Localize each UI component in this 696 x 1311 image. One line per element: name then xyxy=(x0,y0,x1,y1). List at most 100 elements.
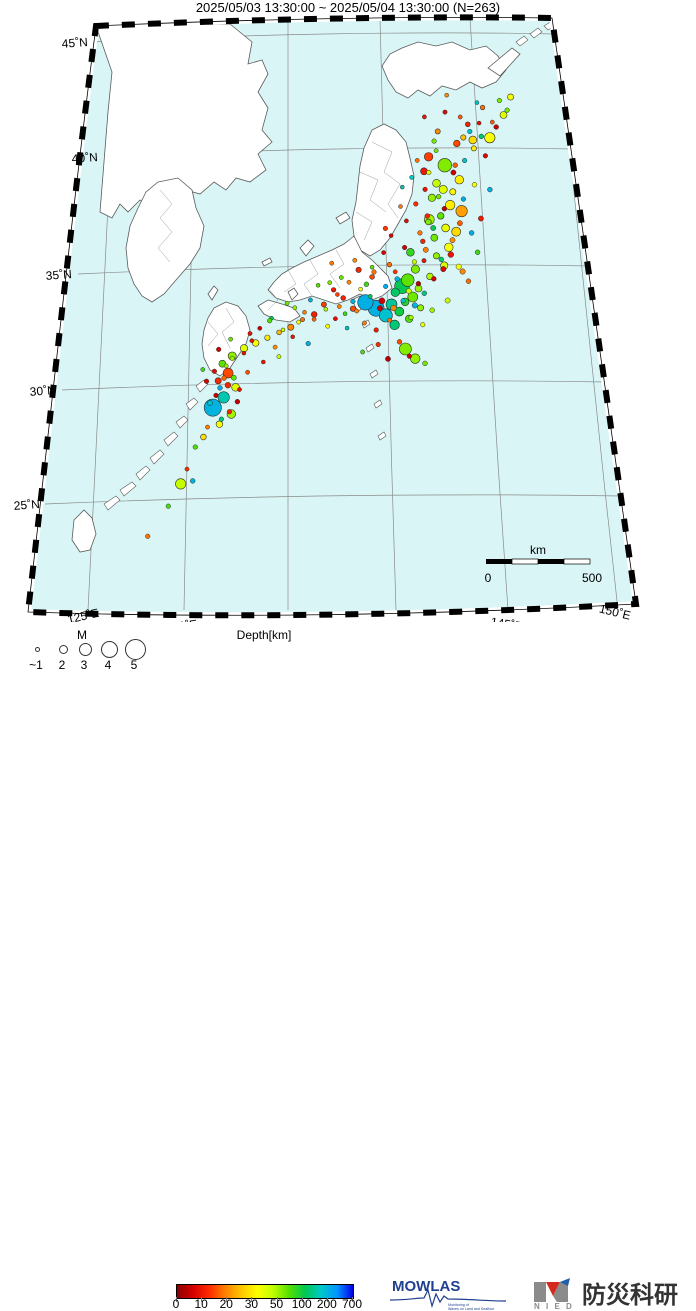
epicenter-marker[interactable] xyxy=(453,139,461,148)
epicenter-marker[interactable] xyxy=(452,162,458,168)
epicenter-marker[interactable] xyxy=(226,409,232,415)
map-canvas[interactable]: km 0 500 45˚N 40˚N 35˚N 30˚N 25˚N xyxy=(0,12,696,622)
epicenter-marker[interactable] xyxy=(165,503,171,509)
epicenter-marker[interactable] xyxy=(420,322,426,328)
epicenter-marker[interactable] xyxy=(410,353,421,364)
epicenter-marker[interactable] xyxy=(427,193,436,202)
epicenter-marker[interactable] xyxy=(190,478,196,484)
epicenter-marker[interactable] xyxy=(390,287,400,297)
epicenter-marker[interactable] xyxy=(344,325,350,331)
epicenter-marker[interactable] xyxy=(308,297,313,303)
epicenter-marker[interactable] xyxy=(421,258,427,264)
epicenter-marker[interactable] xyxy=(441,223,450,233)
epicenter-marker[interactable] xyxy=(377,305,383,312)
epicenter-marker[interactable] xyxy=(468,230,475,236)
epicenter-marker[interactable] xyxy=(398,204,403,209)
epicenter-marker[interactable] xyxy=(407,291,419,303)
epicenter-marker[interactable] xyxy=(420,167,428,176)
epicenter-marker[interactable] xyxy=(358,286,363,292)
epicenter-marker[interactable] xyxy=(211,368,217,374)
epicenter-marker[interactable] xyxy=(349,305,356,312)
epicenter-marker[interactable] xyxy=(276,354,282,359)
epicenter-marker[interactable] xyxy=(217,391,230,404)
epicenter-marker[interactable] xyxy=(424,152,434,162)
epicenter-marker[interactable] xyxy=(346,279,352,285)
epicenter-marker[interactable] xyxy=(290,334,295,340)
epicenter-marker[interactable] xyxy=(422,246,429,253)
epicenter-marker[interactable] xyxy=(457,220,463,227)
epicenter-marker[interactable] xyxy=(311,311,318,318)
epicenter-marker[interactable] xyxy=(457,114,463,120)
epicenter-marker[interactable] xyxy=(408,314,414,321)
epicenter-marker[interactable] xyxy=(480,104,486,111)
epicenter-marker[interactable] xyxy=(440,266,447,273)
epicenter-marker[interactable] xyxy=(373,327,379,333)
epicenter-marker[interactable] xyxy=(276,329,282,336)
epicenter-marker[interactable] xyxy=(406,353,412,359)
epicenter-marker[interactable] xyxy=(405,288,412,294)
epicenter-marker[interactable] xyxy=(433,148,439,154)
epicenter-marker[interactable] xyxy=(230,374,237,381)
epicenter-marker[interactable] xyxy=(471,182,478,188)
epicenter-marker[interactable] xyxy=(350,298,356,304)
epicenter-marker[interactable] xyxy=(465,278,472,284)
epicenter-marker[interactable] xyxy=(434,128,441,135)
epicenter-marker[interactable] xyxy=(300,317,305,322)
epicenter-marker[interactable] xyxy=(422,186,428,192)
epicenter-marker[interactable] xyxy=(431,276,437,282)
epicenter-marker[interactable] xyxy=(444,297,451,304)
epicenter-marker[interactable] xyxy=(375,341,381,348)
epicenter-marker[interactable] xyxy=(438,256,444,263)
epicenter-marker[interactable] xyxy=(476,120,482,126)
epicenter-marker[interactable] xyxy=(390,304,397,312)
epicenter-marker[interactable] xyxy=(430,225,437,231)
epicenter-marker[interactable] xyxy=(261,359,266,365)
epicenter-marker[interactable] xyxy=(381,250,386,255)
epicenter-marker[interactable] xyxy=(320,301,327,308)
epicenter-marker[interactable] xyxy=(229,355,235,361)
epicenter-marker[interactable] xyxy=(378,297,386,305)
epicenter-marker[interactable] xyxy=(386,262,393,268)
epicenter-marker[interactable] xyxy=(221,375,227,381)
epicenter-marker[interactable] xyxy=(460,134,467,141)
epicenter-marker[interactable] xyxy=(362,320,367,326)
epicenter-marker[interactable] xyxy=(237,387,242,392)
epicenter-marker[interactable] xyxy=(507,93,514,101)
epicenter-marker[interactable] xyxy=(420,238,426,244)
epicenter-marker[interactable] xyxy=(455,263,462,270)
epicenter-marker[interactable] xyxy=(487,186,493,193)
epicenter-marker[interactable] xyxy=(200,433,207,441)
epicenter-marker[interactable] xyxy=(394,306,405,317)
epicenter-marker[interactable] xyxy=(224,382,232,389)
epicenter-marker[interactable] xyxy=(414,158,420,163)
epicenter-marker[interactable] xyxy=(325,323,331,329)
epicenter-marker[interactable] xyxy=(438,184,448,194)
epicenter-marker[interactable] xyxy=(499,111,508,119)
epicenter-marker[interactable] xyxy=(415,281,422,287)
epicenter-marker[interactable] xyxy=(478,133,484,140)
map-panel[interactable]: km 0 500 45˚N 40˚N 35˚N 30˚N 25˚N xyxy=(0,12,696,622)
epicenter-layer[interactable] xyxy=(145,92,514,539)
epicenter-marker[interactable] xyxy=(402,244,408,251)
epicenter-marker[interactable] xyxy=(424,213,430,219)
epicenter-marker[interactable] xyxy=(329,260,335,266)
epicenter-marker[interactable] xyxy=(205,424,210,430)
epicenter-marker[interactable] xyxy=(355,266,362,273)
epicenter-marker[interactable] xyxy=(354,308,360,314)
epicenter-marker[interactable] xyxy=(369,274,375,280)
epicenter-marker[interactable] xyxy=(460,196,466,202)
epicenter-marker[interactable] xyxy=(504,107,510,113)
epicenter-marker[interactable] xyxy=(335,292,340,297)
epicenter-marker[interactable] xyxy=(429,307,435,313)
epicenter-marker[interactable] xyxy=(217,385,223,391)
epicenter-marker[interactable] xyxy=(296,319,301,325)
epicenter-marker[interactable] xyxy=(175,478,187,490)
epicenter-marker[interactable] xyxy=(241,350,247,356)
epicenter-marker[interactable] xyxy=(444,242,454,252)
epicenter-marker[interactable] xyxy=(352,257,358,263)
epicenter-marker[interactable] xyxy=(422,360,428,367)
epicenter-marker[interactable] xyxy=(302,310,307,315)
epicenter-marker[interactable] xyxy=(454,175,464,185)
epicenter-marker[interactable] xyxy=(417,230,423,236)
epicenter-marker[interactable] xyxy=(333,316,338,322)
